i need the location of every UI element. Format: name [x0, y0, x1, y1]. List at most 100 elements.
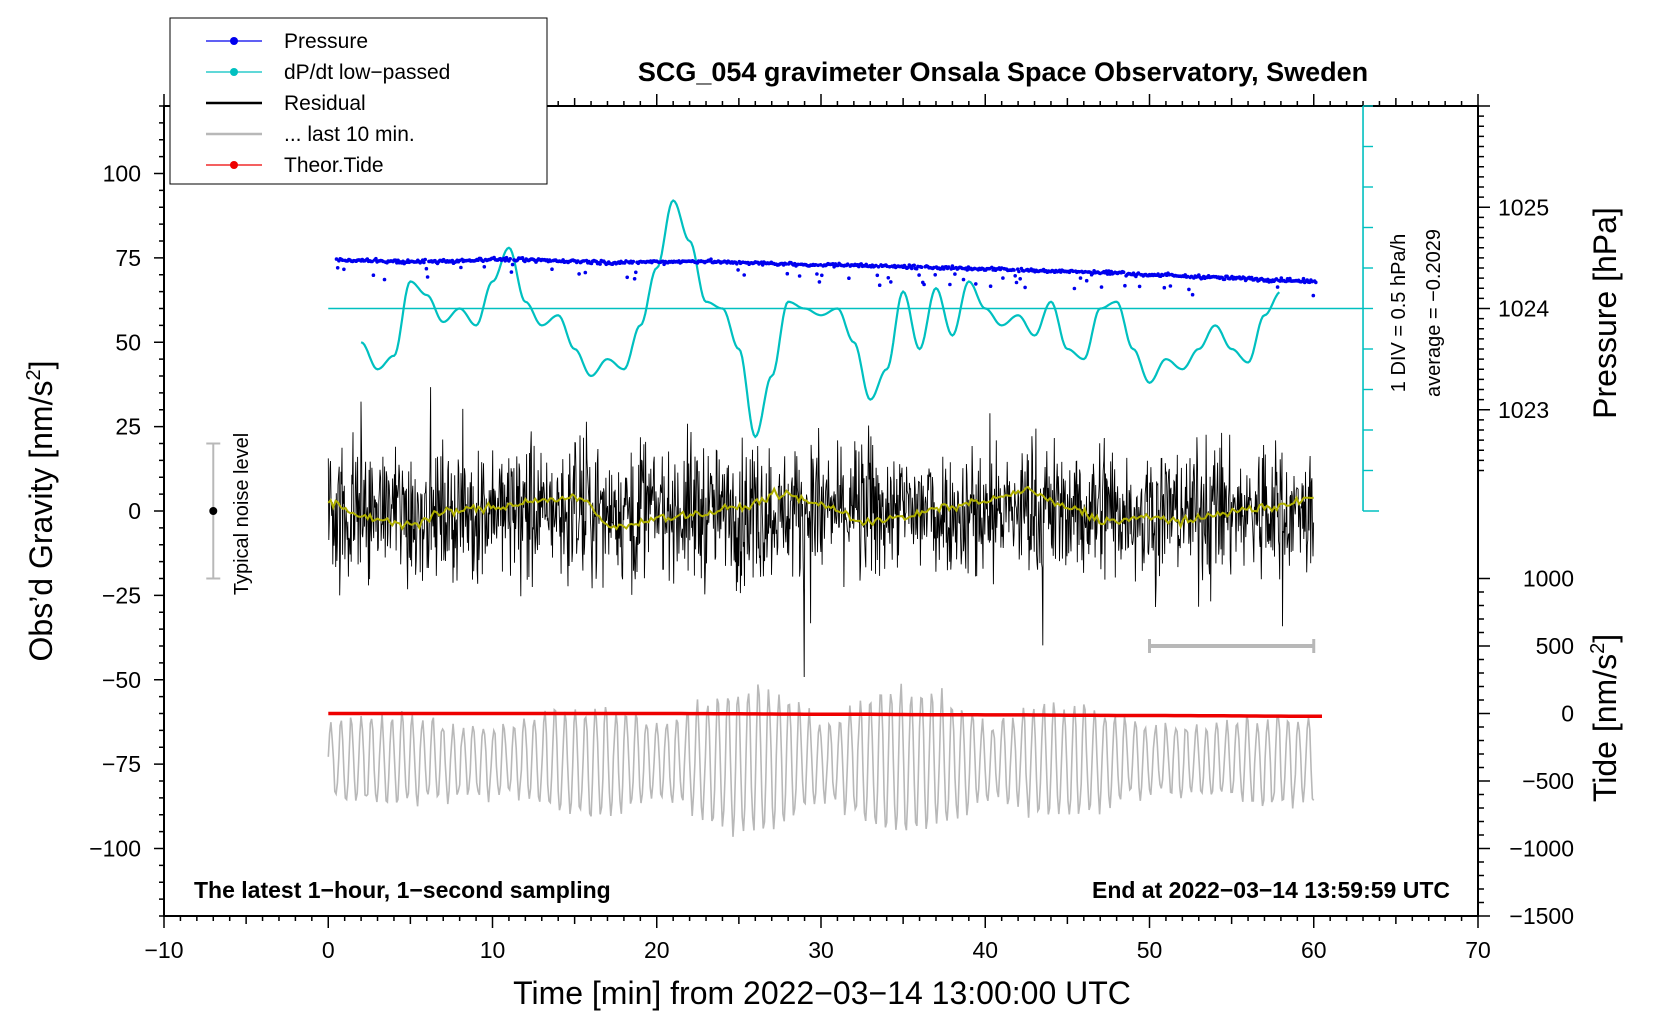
pressure-point — [631, 259, 636, 264]
pressure-point — [335, 266, 340, 270]
pressure-point — [425, 275, 430, 279]
pressure-point — [917, 273, 921, 277]
y-tick-label: −25 — [102, 582, 141, 608]
pressure-point — [583, 270, 588, 275]
pressure-axis: 1025 1024 1023 — [1478, 105, 1549, 472]
legend-box — [169, 17, 548, 185]
pressure-point — [1121, 270, 1126, 275]
x-tick-label: 50 — [1137, 937, 1163, 963]
pressure-point — [953, 272, 957, 276]
pressure-point — [974, 282, 978, 286]
pressure-point — [1012, 268, 1016, 272]
y-tick-label: −75 — [102, 751, 141, 777]
pressure-tick-label: 1025 — [1498, 194, 1549, 220]
pressure-point — [886, 276, 891, 280]
pressure-point — [1137, 284, 1142, 289]
pressure-point — [742, 273, 746, 277]
tide-tick-label: −1500 — [1509, 903, 1574, 929]
tide-axis-title-end: ] — [1587, 634, 1623, 643]
pressure-point — [598, 262, 602, 266]
pressure-point — [919, 265, 924, 270]
x-tick-label: 60 — [1301, 937, 1327, 963]
tide-tick-label: −1000 — [1509, 836, 1574, 862]
y-tick-label: 50 — [115, 329, 141, 355]
residual-series — [327, 387, 1315, 678]
pressure-point — [845, 262, 850, 267]
pressure-point — [820, 273, 824, 278]
pressure-point — [1017, 269, 1021, 274]
tide-line — [328, 711, 1322, 718]
pressure-point — [482, 265, 487, 269]
dpdt-line — [360, 199, 1281, 439]
y-tick-label: 25 — [115, 414, 141, 440]
pressure-point — [922, 282, 926, 287]
legend: Pressure dP/dt low−passed Residual ... last… — [169, 17, 548, 185]
y-tick-label: −50 — [102, 667, 141, 693]
pressure-point — [1123, 283, 1127, 288]
pressure-point — [797, 274, 802, 278]
pressure-point — [735, 262, 739, 266]
pressure-axis-title: Pressure [hPa] — [1587, 207, 1623, 419]
last-10-min-series — [327, 683, 1315, 837]
legend-label: Theor.Tide — [284, 154, 384, 177]
residual-line — [327, 387, 1315, 678]
tide-tick-label: −500 — [1522, 768, 1574, 794]
pressure-point — [1279, 276, 1284, 280]
pressure-point — [948, 282, 952, 287]
pressure-point — [1099, 285, 1104, 289]
pressure-point — [424, 266, 429, 271]
tide-series — [328, 711, 1322, 718]
pressure-point — [508, 257, 512, 261]
pressure-point — [1018, 277, 1022, 281]
noise-label: Typical noise level — [231, 433, 253, 595]
pressure-point — [785, 271, 790, 276]
pressure-point — [510, 262, 515, 267]
average-note: average = −0.2029 — [1423, 229, 1445, 397]
pressure-point — [1105, 272, 1110, 276]
x-axis-title: Time [min] from 2022−03−14 13:00:00 UTC — [513, 975, 1131, 1011]
y-tick-label: 100 — [103, 161, 141, 187]
pressure-point — [875, 273, 880, 278]
x-tick-label: 70 — [1465, 937, 1491, 963]
note-bottom-left: The latest 1−hour, 1−second sampling — [194, 877, 611, 903]
y-axis-title-end: ] — [23, 361, 59, 370]
last-10-min-line — [327, 683, 1315, 837]
pressure-point — [815, 272, 819, 276]
pressure-tick-label: 1024 — [1498, 296, 1549, 322]
pressure-point — [1014, 280, 1019, 285]
pressure-point — [577, 272, 581, 276]
tide-tick-label: 1000 — [1523, 566, 1574, 592]
pressure-point — [877, 283, 882, 288]
tide-tick-label: 500 — [1536, 633, 1574, 659]
residual-smoothed-line — [327, 485, 1314, 531]
pressure-point — [1162, 285, 1167, 290]
pressure-point — [961, 277, 966, 282]
annotations — [206, 442, 1316, 653]
pressure-point — [509, 270, 514, 274]
pressure-point — [371, 273, 376, 278]
pressure-point — [736, 268, 740, 272]
dpdt-scale-axis — [1362, 105, 1380, 512]
x-tick-label: 0 — [322, 937, 335, 963]
legend-swatch-marker — [230, 68, 238, 76]
pressure-point — [550, 267, 554, 272]
y-axis-title-sup: 2 — [23, 369, 45, 380]
pressure-point — [1023, 285, 1027, 290]
pressure-point — [760, 263, 765, 267]
tide-axis-title-main: Tide [nm/s — [1587, 654, 1623, 802]
div-note: 1 DIV = 0.5 hPa/h — [1388, 234, 1410, 392]
pressure-point — [1084, 278, 1089, 283]
pressure-tick-label: 1023 — [1498, 397, 1549, 423]
tide-axis-title: Tide [nm/s2] — [1587, 634, 1623, 802]
tide-axis: 1000 500 0 −500 −1000 −1500 — [1478, 566, 1574, 929]
pressure-point — [876, 265, 881, 269]
legend-entries: Pressure dP/dt low−passed Residual ... last… — [206, 30, 450, 177]
pressure-series — [334, 255, 1318, 298]
pressure-point — [1013, 274, 1017, 278]
pressure-point — [342, 267, 346, 272]
pressure-point — [374, 256, 378, 261]
legend-label: ... last 10 min. — [284, 123, 415, 146]
pressure-point — [422, 260, 426, 265]
dpdt-series — [328, 199, 1364, 439]
pressure-point — [847, 276, 851, 281]
